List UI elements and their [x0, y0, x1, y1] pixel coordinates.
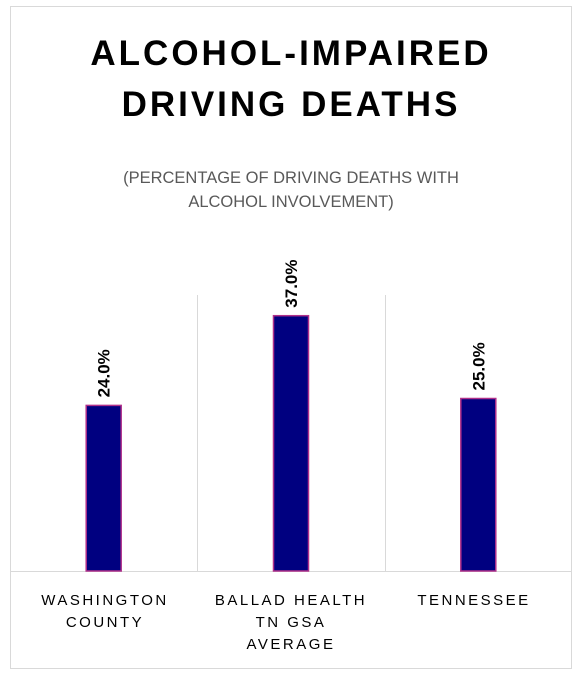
chart-subtitle-line-1: (PERCENTAGE OF DRIVING DEATHS WITH [123, 169, 459, 187]
category-label-washington-county: WASHINGTON COUNTY [10, 590, 200, 634]
category-label-line: BALLAD HEALTH [214, 592, 368, 609]
bar-0 [85, 404, 122, 572]
category-label-line: TENNESSEE [417, 592, 531, 609]
category-label-ballad-health-tn-gsa-average: BALLAD HEALTH TN GSA AVERAGE [196, 590, 386, 656]
chart-title-line-1: ALCOHOL-IMPAIRED [90, 34, 492, 73]
category-label-line: AVERAGE [246, 636, 336, 653]
bar-1 [272, 314, 310, 572]
chart-title-line-2: DRIVING DEATHS [121, 85, 461, 124]
category-label-line: COUNTY [65, 614, 145, 631]
chart-subtitle: (PERCENTAGE OF DRIVING DEATHS WITH ALCOH… [0, 166, 582, 214]
category-label-tennessee: TENNESSEE [379, 590, 569, 612]
category-label-line: WASHINGTON [41, 592, 169, 609]
data-label-2: 25.0% [469, 342, 488, 390]
data-label-1: 37.0% [282, 259, 301, 307]
data-label-0: 24.0% [95, 349, 114, 397]
chart-title: ALCOHOL-IMPAIRED DRIVING DEATHS [0, 28, 582, 130]
chart-subtitle-line-2: ALCOHOL INVOLVEMENT) [188, 193, 394, 211]
bar-2 [460, 397, 497, 572]
category-label-line: TN GSA [255, 614, 327, 631]
